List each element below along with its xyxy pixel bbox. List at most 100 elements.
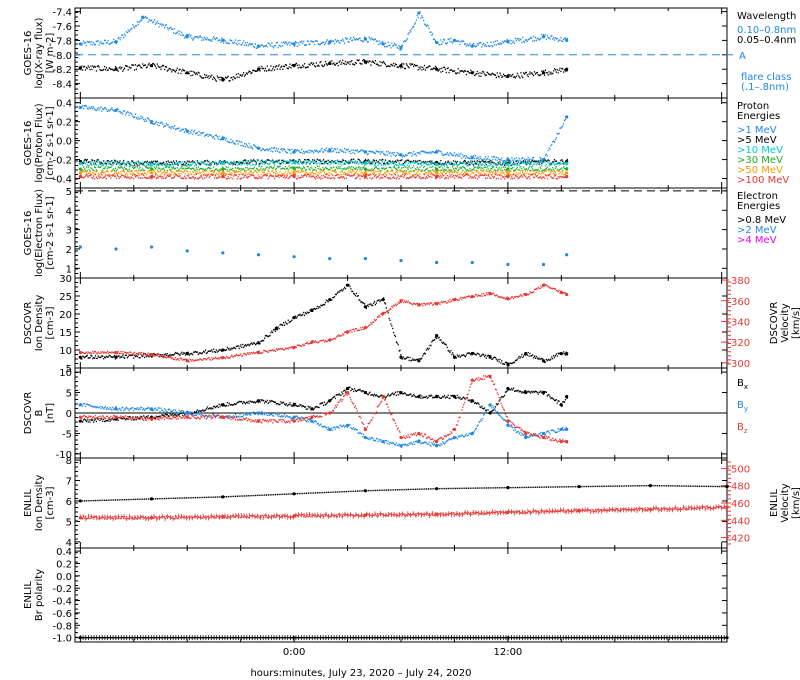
data-mark: [441, 164, 443, 166]
data-mark: [397, 47, 399, 50]
data-mark: [116, 69, 118, 71]
data-mark: [233, 162, 236, 164]
data-mark: [507, 167, 509, 169]
data-mark: [103, 164, 105, 167]
data-mark: [323, 170, 325, 172]
data-mark: [160, 174, 162, 176]
data-mark: [455, 40, 457, 42]
data-mark: [122, 70, 124, 72]
data-mark: [456, 164, 458, 167]
data-mark: [537, 173, 539, 175]
data-mark: [272, 159, 274, 161]
data-mark: [403, 67, 406, 70]
data-mark: [449, 152, 451, 154]
data-mark: [242, 343, 244, 346]
data-mark: [83, 168, 86, 170]
data-mark: [452, 166, 454, 168]
data-mark: [449, 172, 451, 174]
data-mark: [425, 163, 427, 165]
data-mark: [103, 108, 105, 111]
data-mark: [390, 155, 392, 157]
data-mark: [432, 169, 434, 171]
data-mark: [218, 170, 220, 172]
data-mark: [235, 171, 237, 173]
data-mark: [375, 174, 377, 176]
data-mark: [179, 162, 181, 164]
data-mark: [215, 164, 217, 166]
data-mark: [415, 154, 417, 157]
data-mark: [490, 177, 492, 179]
data-mark: [298, 163, 300, 165]
data-mark: [252, 69, 254, 72]
data-mark: [563, 71, 565, 73]
data-mark: [186, 165, 188, 167]
data-mark: [393, 154, 395, 156]
data-mark: [534, 173, 537, 176]
data-mark: [373, 172, 376, 174]
data-mark: [86, 158, 88, 161]
data-mark: [154, 172, 157, 174]
data-mark: [271, 160, 273, 162]
data-mark: [443, 175, 445, 177]
data-mark: [172, 68, 174, 71]
data-mark: [425, 67, 427, 69]
data-mark: [552, 166, 554, 169]
data-mark: [424, 161, 427, 163]
data-mark: [97, 172, 99, 175]
data-mark: [536, 162, 538, 164]
data-mark: [120, 173, 122, 175]
data-mark: [258, 163, 260, 165]
data-mark: [526, 159, 528, 161]
data-mark: [121, 34, 123, 36]
data-mark: [443, 164, 445, 166]
data-mark: [363, 162, 365, 165]
data-mark: [253, 69, 255, 72]
data-mark: [141, 67, 143, 69]
data-mark: [429, 65, 431, 68]
data-mark: [476, 178, 478, 180]
data-mark: [503, 73, 505, 76]
data-mark: [148, 62, 150, 65]
data-mark: [103, 171, 105, 174]
data-mark: [424, 171, 427, 174]
data-mark: [483, 172, 486, 175]
data-mark: [115, 177, 117, 180]
data-mark: [299, 151, 301, 154]
data-mark: [260, 44, 262, 46]
data-mark: [122, 162, 124, 165]
data-mark: [251, 174, 253, 176]
data-mark: [523, 41, 526, 43]
data-mark: [516, 176, 518, 178]
data-mark: [248, 163, 250, 165]
data-mark: [206, 133, 208, 136]
data-mark: [267, 163, 269, 166]
data-mark: [95, 169, 97, 171]
data-mark: [369, 173, 371, 175]
data-mark: [500, 164, 502, 166]
data-mark: [235, 161, 237, 163]
data-mark: [368, 169, 370, 172]
data-mark: [265, 173, 267, 176]
data-mark: [489, 73, 491, 76]
data-mark: [315, 169, 317, 172]
data-mark: [388, 162, 390, 165]
data-mark: [373, 167, 376, 169]
data-mark: [360, 63, 362, 65]
data-mark: [466, 173, 468, 176]
data-mark: [513, 177, 516, 179]
data-mark: [539, 161, 541, 163]
data-mark: [234, 167, 237, 169]
data-mark: [126, 31, 128, 34]
data-mark: [267, 335, 269, 338]
data-mark: [259, 163, 261, 165]
data-mark: [271, 330, 273, 332]
data-mark: [165, 66, 167, 68]
data-mark: [493, 156, 496, 158]
data-mark: [97, 107, 99, 109]
data-mark: [96, 357, 98, 360]
data-mark: [390, 161, 392, 164]
data-mark: [197, 166, 199, 168]
data-mark: [88, 41, 90, 43]
data-mark: [254, 177, 257, 180]
data-mark: [415, 64, 417, 67]
